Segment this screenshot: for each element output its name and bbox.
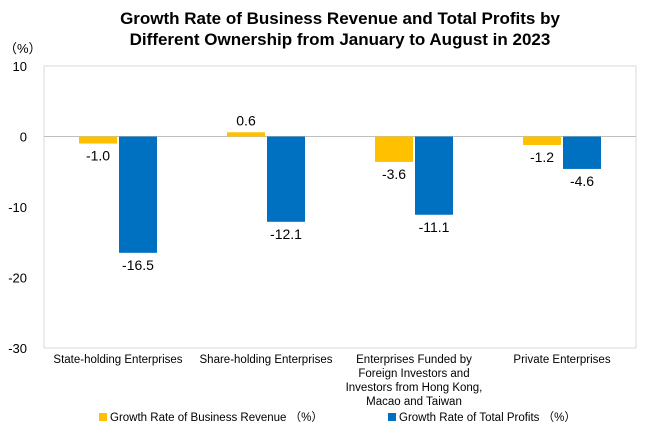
bar-series-1-category-2 [227,132,265,137]
legend-swatch-series-2 [388,413,396,421]
legend-swatch-series-1 [99,413,107,421]
plot-area [43,65,637,349]
category-label-3: Investors from Hong Kong, [346,382,483,394]
category-label-2: Share-holding Enterprises [200,354,333,366]
y-tick-label: 10 [13,59,27,74]
data-label-series-2-category-1: -16.5 [122,257,154,273]
chart-title-line-1: Growth Rate of Business Revenue and Tota… [120,9,560,28]
data-labels: -1.0 0.6 -3.6 -1.2 -16.5 -12.1 -11.1 -4.6 [86,112,594,273]
bars [79,132,601,253]
y-tick-label: 0 [20,130,27,145]
x-axis-categories: State-holding Enterprises Share-holding E… [53,354,610,408]
bar-series-2-category-4 [563,136,601,169]
data-label-series-1-category-4: -1.2 [530,149,554,165]
y-tick-label: -10 [8,200,27,215]
bar-series-1-category-4 [523,136,561,145]
bar-series-1-category-3 [375,136,413,162]
legend-label-series-1: Growth Rate of Business Revenue （%） [110,411,323,424]
chart-title-line-2: Different Ownership from January to Augu… [130,30,551,49]
data-label-series-1-category-2: 0.6 [236,112,256,128]
category-label-1: State-holding Enterprises [53,354,182,366]
category-label-3: Foreign Investors and [358,368,469,380]
data-label-series-2-category-2: -12.1 [270,226,302,242]
data-label-series-2-category-4: -4.6 [570,173,594,189]
y-axis-unit: （%） [4,41,42,56]
data-label-series-1-category-1: -1.0 [86,148,110,164]
bar-series-1-category-1 [79,136,117,144]
data-label-series-1-category-3: -3.6 [382,166,406,182]
y-tick-label: -30 [8,341,27,356]
bar-series-2-category-3 [415,136,453,215]
y-axis: 10 0 -10 -20 -30 [8,59,27,356]
category-label-3: Enterprises Funded by [356,354,472,366]
category-label-4: Private Enterprises [513,354,610,366]
y-tick-label: -20 [8,271,27,286]
legend: Growth Rate of Business Revenue （%） Growt… [99,411,576,424]
bar-series-2-category-2 [267,136,305,222]
category-label-3: Macao and Taiwan [366,396,462,408]
legend-label-series-2: Growth Rate of Total Profits （%） [399,411,576,424]
bar-series-2-category-1 [119,136,157,253]
data-label-series-2-category-3: -11.1 [419,219,450,235]
